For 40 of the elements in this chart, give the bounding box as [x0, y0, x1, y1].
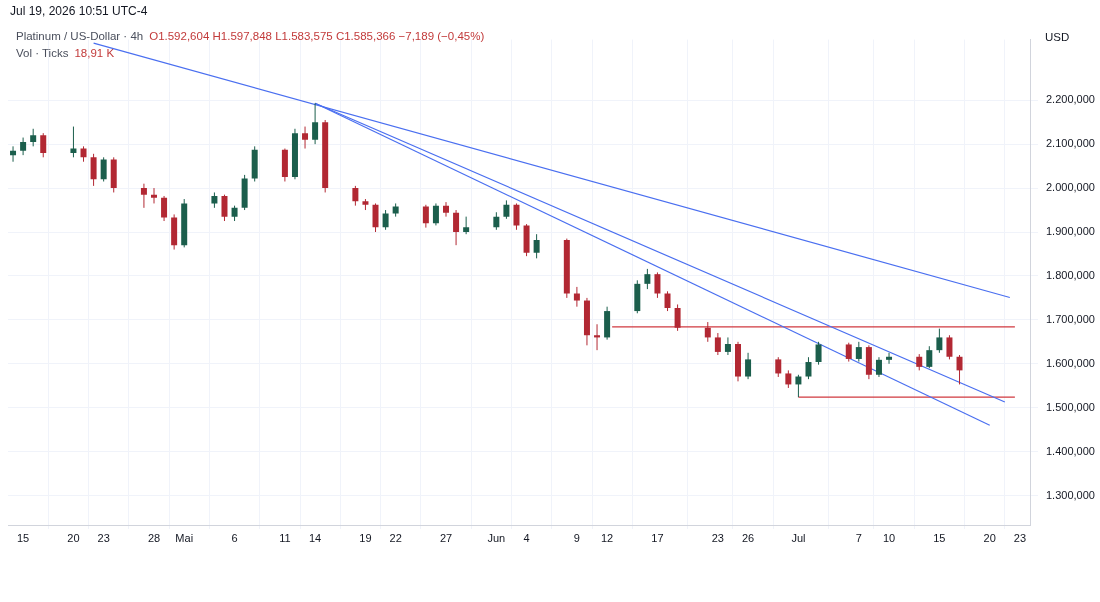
- y-tick-label: 2.100,000: [1046, 137, 1095, 150]
- annotation: O1.592,604 H1.597,848 L1.583,575 C1.585,366 −7,189 (−0,45%): [149, 30, 485, 42]
- y-tick-label: 1.400,000: [1046, 444, 1095, 457]
- x-tick-label: 12: [600, 531, 614, 544]
- x-tick-label: Jul: [791, 531, 806, 544]
- x-tick-label: 17: [651, 531, 664, 544]
- y-tick-label: 2.200,000: [1046, 93, 1095, 106]
- y-tick-label: 1.600,000: [1046, 356, 1095, 369]
- chart-title: Platinum / US-Dollar · 4h: [16, 30, 144, 42]
- x-tick-label: Jun: [487, 531, 506, 544]
- x-tick-label: 4: [523, 531, 530, 544]
- y-tick-label: 1.300,000: [1046, 488, 1095, 501]
- y-tick-label: 1.500,000: [1046, 400, 1095, 413]
- x-tick-label: 22: [389, 531, 402, 544]
- x-tick-label: 27: [439, 531, 453, 544]
- annotation: Vol · Ticks: [16, 47, 69, 59]
- x-tick-label: Mai: [175, 531, 194, 544]
- x-tick-label: 19: [359, 531, 372, 544]
- x-tick-label: 28: [147, 531, 161, 544]
- x-tick-label: 14: [308, 531, 322, 544]
- chart-subtitle: Jul 19, 2026 10:51 UTC-4: [10, 4, 148, 18]
- x-tick-label: 7: [855, 531, 862, 544]
- x-tick-label: 15: [16, 531, 30, 544]
- x-tick-label: 26: [741, 531, 755, 544]
- x-tick-label: 23: [1013, 531, 1027, 544]
- y-tick-label: 1.800,000: [1046, 268, 1095, 281]
- x-tick-label: 11: [279, 531, 291, 544]
- y-tick-label: 1.900,000: [1046, 225, 1095, 238]
- x-tick-label: 23: [97, 531, 110, 544]
- x-tick-label: 20: [983, 531, 996, 544]
- x-tick-label: 9: [573, 531, 580, 544]
- annotation: 18,91 K: [74, 47, 115, 59]
- x-tick-label: 6: [231, 531, 238, 544]
- y-axis-title: USD: [1045, 31, 1070, 43]
- y-tick-label: 1.700,000: [1046, 312, 1095, 325]
- x-tick-label: 10: [882, 531, 896, 544]
- x-tick-label: 20: [67, 531, 80, 544]
- x-tick-label: 15: [933, 531, 946, 544]
- x-tick-label: 23: [711, 531, 724, 544]
- y-tick-label: 2.000,000: [1046, 181, 1095, 194]
